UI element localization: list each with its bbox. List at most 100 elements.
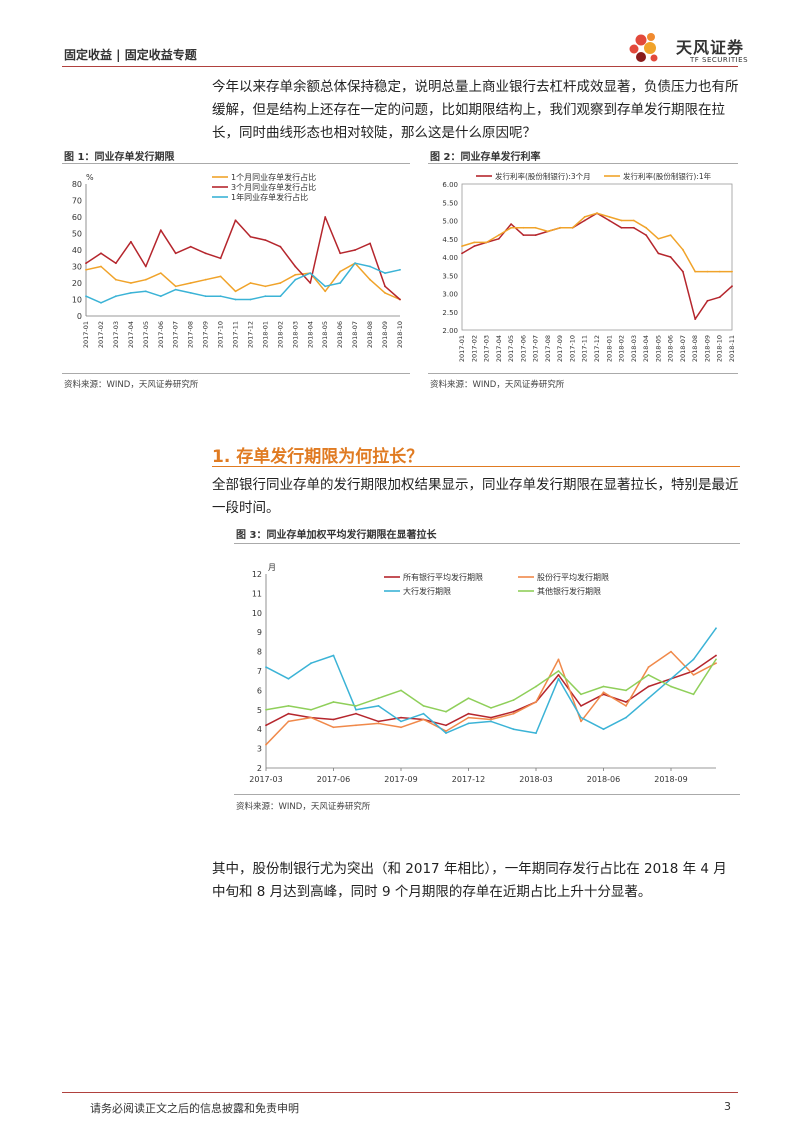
- x-tick-label: 2018-08: [366, 321, 374, 348]
- data-point: [534, 226, 537, 229]
- figure1-source: 资料来源：WIND，天风证券研究所: [64, 380, 199, 390]
- series-line-2: [461, 212, 732, 273]
- x-tick-label: 2017-09: [202, 321, 210, 348]
- data-point: [219, 275, 222, 278]
- data-point: [377, 720, 380, 723]
- data-point: [384, 285, 386, 288]
- data-point: [310, 708, 312, 711]
- x-tick-label: 2018-02: [276, 321, 284, 348]
- x-tick-label: 2017-12: [452, 775, 485, 784]
- y-tick-label: 7: [257, 667, 262, 676]
- figure3-source: 资料来源：WIND，天风证券研究所: [236, 802, 371, 812]
- y-tick-label: 6.00: [442, 181, 458, 189]
- y-tick-label: 2: [257, 764, 262, 773]
- x-tick-label: 2017-06: [519, 335, 527, 362]
- series-line-3: [85, 262, 401, 304]
- data-point: [512, 712, 515, 715]
- data-point: [557, 658, 560, 661]
- data-point: [144, 265, 147, 268]
- data-point: [632, 226, 635, 229]
- data-point: [602, 691, 605, 694]
- data-point: [130, 282, 132, 284]
- legend-label: 发行利率(股份制银行):1年: [623, 171, 712, 181]
- data-point: [670, 685, 672, 688]
- section-title: 1. 存单发行期限为何拉长？: [212, 447, 424, 467]
- data-point: [608, 219, 611, 222]
- data-point: [715, 662, 717, 665]
- x-tick-label: 2017-09: [384, 775, 417, 784]
- data-point: [625, 689, 627, 692]
- data-point: [339, 270, 342, 273]
- data-point: [571, 226, 574, 229]
- x-tick-label: 2017-02: [470, 335, 478, 362]
- data-point: [324, 285, 327, 288]
- data-point: [265, 708, 267, 711]
- data-point: [115, 262, 117, 265]
- data-point: [422, 705, 425, 707]
- data-point: [144, 278, 147, 281]
- data-point: [445, 724, 447, 727]
- data-point: [467, 697, 470, 700]
- data-point: [535, 701, 537, 703]
- data-point: [647, 666, 650, 668]
- data-point: [309, 282, 312, 284]
- data-point: [647, 685, 650, 688]
- data-point: [400, 726, 402, 729]
- figure3-top-rule: [234, 543, 740, 544]
- data-point: [535, 685, 537, 688]
- x-tick-label: 2017-11: [232, 321, 240, 348]
- y-tick-label: 12: [252, 570, 262, 579]
- data-point: [718, 296, 721, 299]
- x-tick-label: 2018-03: [630, 335, 638, 362]
- legend-label: 1个月同业存单发行占比: [231, 172, 316, 182]
- legend-label: 大行发行期限: [403, 586, 451, 596]
- data-point: [279, 282, 282, 284]
- legend-label: 1年同业存单发行占比: [231, 192, 308, 202]
- x-tick-label: 2018-01: [261, 321, 269, 348]
- x-tick-label: 2018-04: [642, 335, 650, 362]
- data-point: [339, 282, 342, 284]
- y-tick-label: 40: [72, 246, 82, 255]
- data-point: [490, 718, 492, 721]
- data-point: [522, 234, 525, 236]
- data-point: [473, 241, 476, 244]
- data-point: [715, 627, 717, 630]
- figure1-title: 图 1：同业存单发行期限: [64, 152, 175, 163]
- data-point: [657, 237, 660, 240]
- x-tick-label: 2018-07: [351, 321, 359, 348]
- data-point: [547, 230, 549, 233]
- data-point: [625, 716, 627, 719]
- data-point: [324, 216, 327, 218]
- data-point: [485, 241, 488, 244]
- data-point: [174, 285, 177, 288]
- data-point: [264, 239, 267, 241]
- y-tick-label: 5.50: [442, 199, 458, 207]
- legend-label: 股份行平均发行期限: [537, 572, 609, 582]
- data-point: [279, 245, 282, 248]
- y-tick-label: 5: [257, 706, 262, 715]
- x-tick-label: 2018-03: [291, 321, 299, 348]
- data-point: [279, 295, 282, 298]
- legend-label: 发行利率(股份制银行):3个月: [495, 171, 591, 181]
- x-tick-label: 2018-04: [306, 321, 314, 348]
- data-point: [422, 712, 425, 715]
- x-tick-label: 2018-09: [381, 321, 389, 348]
- data-point: [384, 272, 386, 274]
- data-point: [400, 720, 402, 723]
- data-point: [645, 234, 647, 236]
- data-point: [670, 677, 672, 680]
- data-point: [234, 219, 237, 222]
- y-tick-label: 9: [257, 628, 262, 637]
- section-paragraph: 全部银行同业存单的发行期限加权结果显示，同业存单发行期限在显著拉长，特别是最近一…: [212, 477, 739, 516]
- data-point: [512, 728, 515, 731]
- data-point: [608, 216, 611, 218]
- x-tick-label: 2018-10: [716, 335, 724, 362]
- data-point: [602, 728, 605, 731]
- page-number: 3: [724, 1100, 731, 1113]
- data-point: [294, 265, 297, 268]
- y-tick-label: 3.00: [442, 291, 458, 299]
- figure1-bottom-rule: [62, 373, 410, 374]
- data-point: [669, 256, 672, 258]
- y-axis-unit: 月: [268, 563, 276, 572]
- y-tick-label: 4.50: [442, 236, 458, 244]
